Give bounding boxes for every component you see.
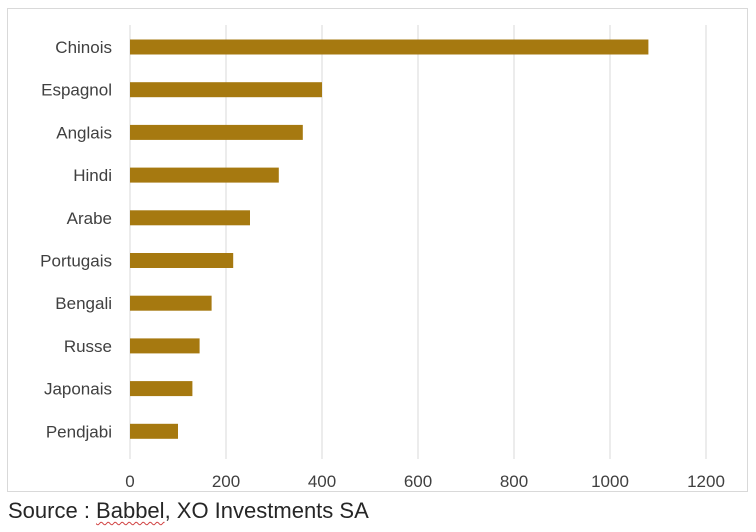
category-label: Japonais [44,380,112,399]
x-tick-label: 1000 [591,472,629,491]
bar-bengali [130,295,212,311]
category-label: Espagnol [41,81,112,100]
bar-arabe [130,210,250,226]
category-label: Anglais [56,123,112,142]
category-label: Hindi [73,166,112,185]
x-tick-label: 0 [125,472,134,491]
x-tick-label: 600 [404,472,432,491]
bar-chinois [130,39,649,55]
bar-hindi [130,167,279,183]
bar-espagnol [130,82,322,98]
source-rest: , XO Investments SA [164,498,369,523]
category-label: Bengali [55,294,112,313]
bar-pendjabi [130,423,178,439]
category-label: Portugais [40,252,112,271]
bars [130,39,649,439]
source-note: Source : Babbel, XO Investments SA [8,498,369,524]
x-tick-label: 800 [500,472,528,491]
bar-russe [130,338,200,354]
source-prefix: Source : [8,498,97,523]
category-label: Chinois [55,38,112,57]
grid-lines [129,25,707,459]
x-tick-label: 200 [212,472,240,491]
category-labels: Chinois Espagnol Anglais Hindi Arabe Portugai… [40,38,112,441]
bar-portugais [130,253,234,268]
bar-anglais [130,124,303,140]
category-label: Russe [64,337,112,356]
x-tick-label: 400 [308,472,336,491]
bar-chart: Chinois Espagnol Anglais Hindi Arabe Portugai… [40,25,725,491]
x-tick-label: 1200 [687,472,725,491]
category-label: Arabe [67,209,112,228]
source-name: Babbel [96,498,165,523]
chart-frame: Chinois Espagnol Anglais Hindi Arabe Portugai… [7,8,748,492]
x-tick-labels: 0 200 400 600 800 1000 1200 [125,472,725,491]
bar-japonais [130,381,193,397]
category-label: Pendjabi [46,422,112,441]
